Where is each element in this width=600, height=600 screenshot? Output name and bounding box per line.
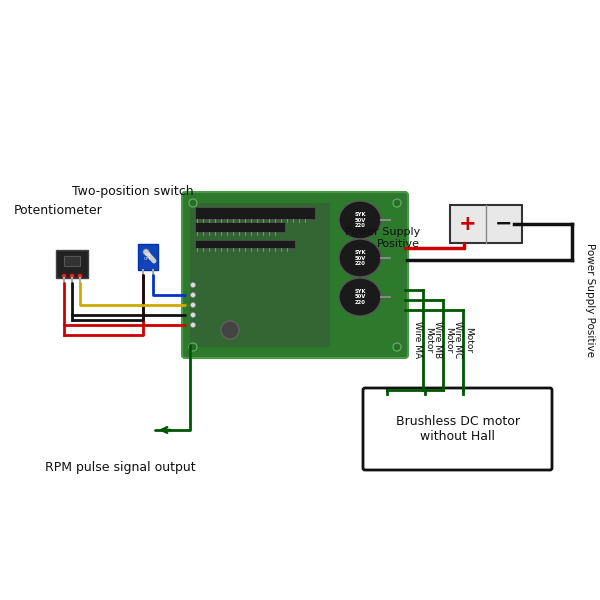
Circle shape <box>143 249 149 255</box>
Text: Motor
Wire MC: Motor Wire MC <box>454 322 473 359</box>
Bar <box>195 222 285 232</box>
FancyBboxPatch shape <box>182 192 408 358</box>
Text: Motor
Wire MA: Motor Wire MA <box>413 322 433 359</box>
Circle shape <box>191 323 196 328</box>
Text: Two-position switch: Two-position switch <box>72 185 194 199</box>
Text: Brushless DC motor
without Hall: Brushless DC motor without Hall <box>395 415 520 443</box>
Text: ON
OFF: ON OFF <box>144 253 152 262</box>
Circle shape <box>191 283 196 287</box>
Text: −: − <box>495 214 513 234</box>
Circle shape <box>77 274 83 278</box>
Circle shape <box>189 199 197 207</box>
Text: SYK
50V
220: SYK 50V 220 <box>354 250 366 266</box>
Ellipse shape <box>221 321 239 339</box>
Circle shape <box>191 302 196 307</box>
Circle shape <box>62 274 67 278</box>
Circle shape <box>70 274 74 278</box>
Text: Potentiometer: Potentiometer <box>14 203 103 217</box>
Ellipse shape <box>339 278 381 316</box>
Text: Power Supply Positive: Power Supply Positive <box>585 243 595 357</box>
Text: Power Supply
Positive: Power Supply Positive <box>345 227 420 249</box>
Text: SYK
50V
220: SYK 50V 220 <box>354 212 366 228</box>
Ellipse shape <box>339 239 381 277</box>
Circle shape <box>189 343 197 351</box>
Circle shape <box>191 313 196 317</box>
Bar <box>195 207 315 219</box>
Bar <box>64 256 80 266</box>
FancyBboxPatch shape <box>363 388 552 470</box>
Ellipse shape <box>339 201 381 239</box>
Text: +: + <box>459 214 477 234</box>
Bar <box>450 205 522 243</box>
Circle shape <box>393 343 401 351</box>
Bar <box>195 240 295 248</box>
Bar <box>138 244 158 270</box>
Text: RPM pulse signal output: RPM pulse signal output <box>44 461 196 475</box>
Circle shape <box>191 292 196 298</box>
Bar <box>190 203 330 347</box>
Text: Motor
Wire MB: Motor Wire MB <box>433 322 453 359</box>
Bar <box>56 250 88 278</box>
Text: SYK
50V
220: SYK 50V 220 <box>354 289 366 305</box>
Circle shape <box>393 199 401 207</box>
